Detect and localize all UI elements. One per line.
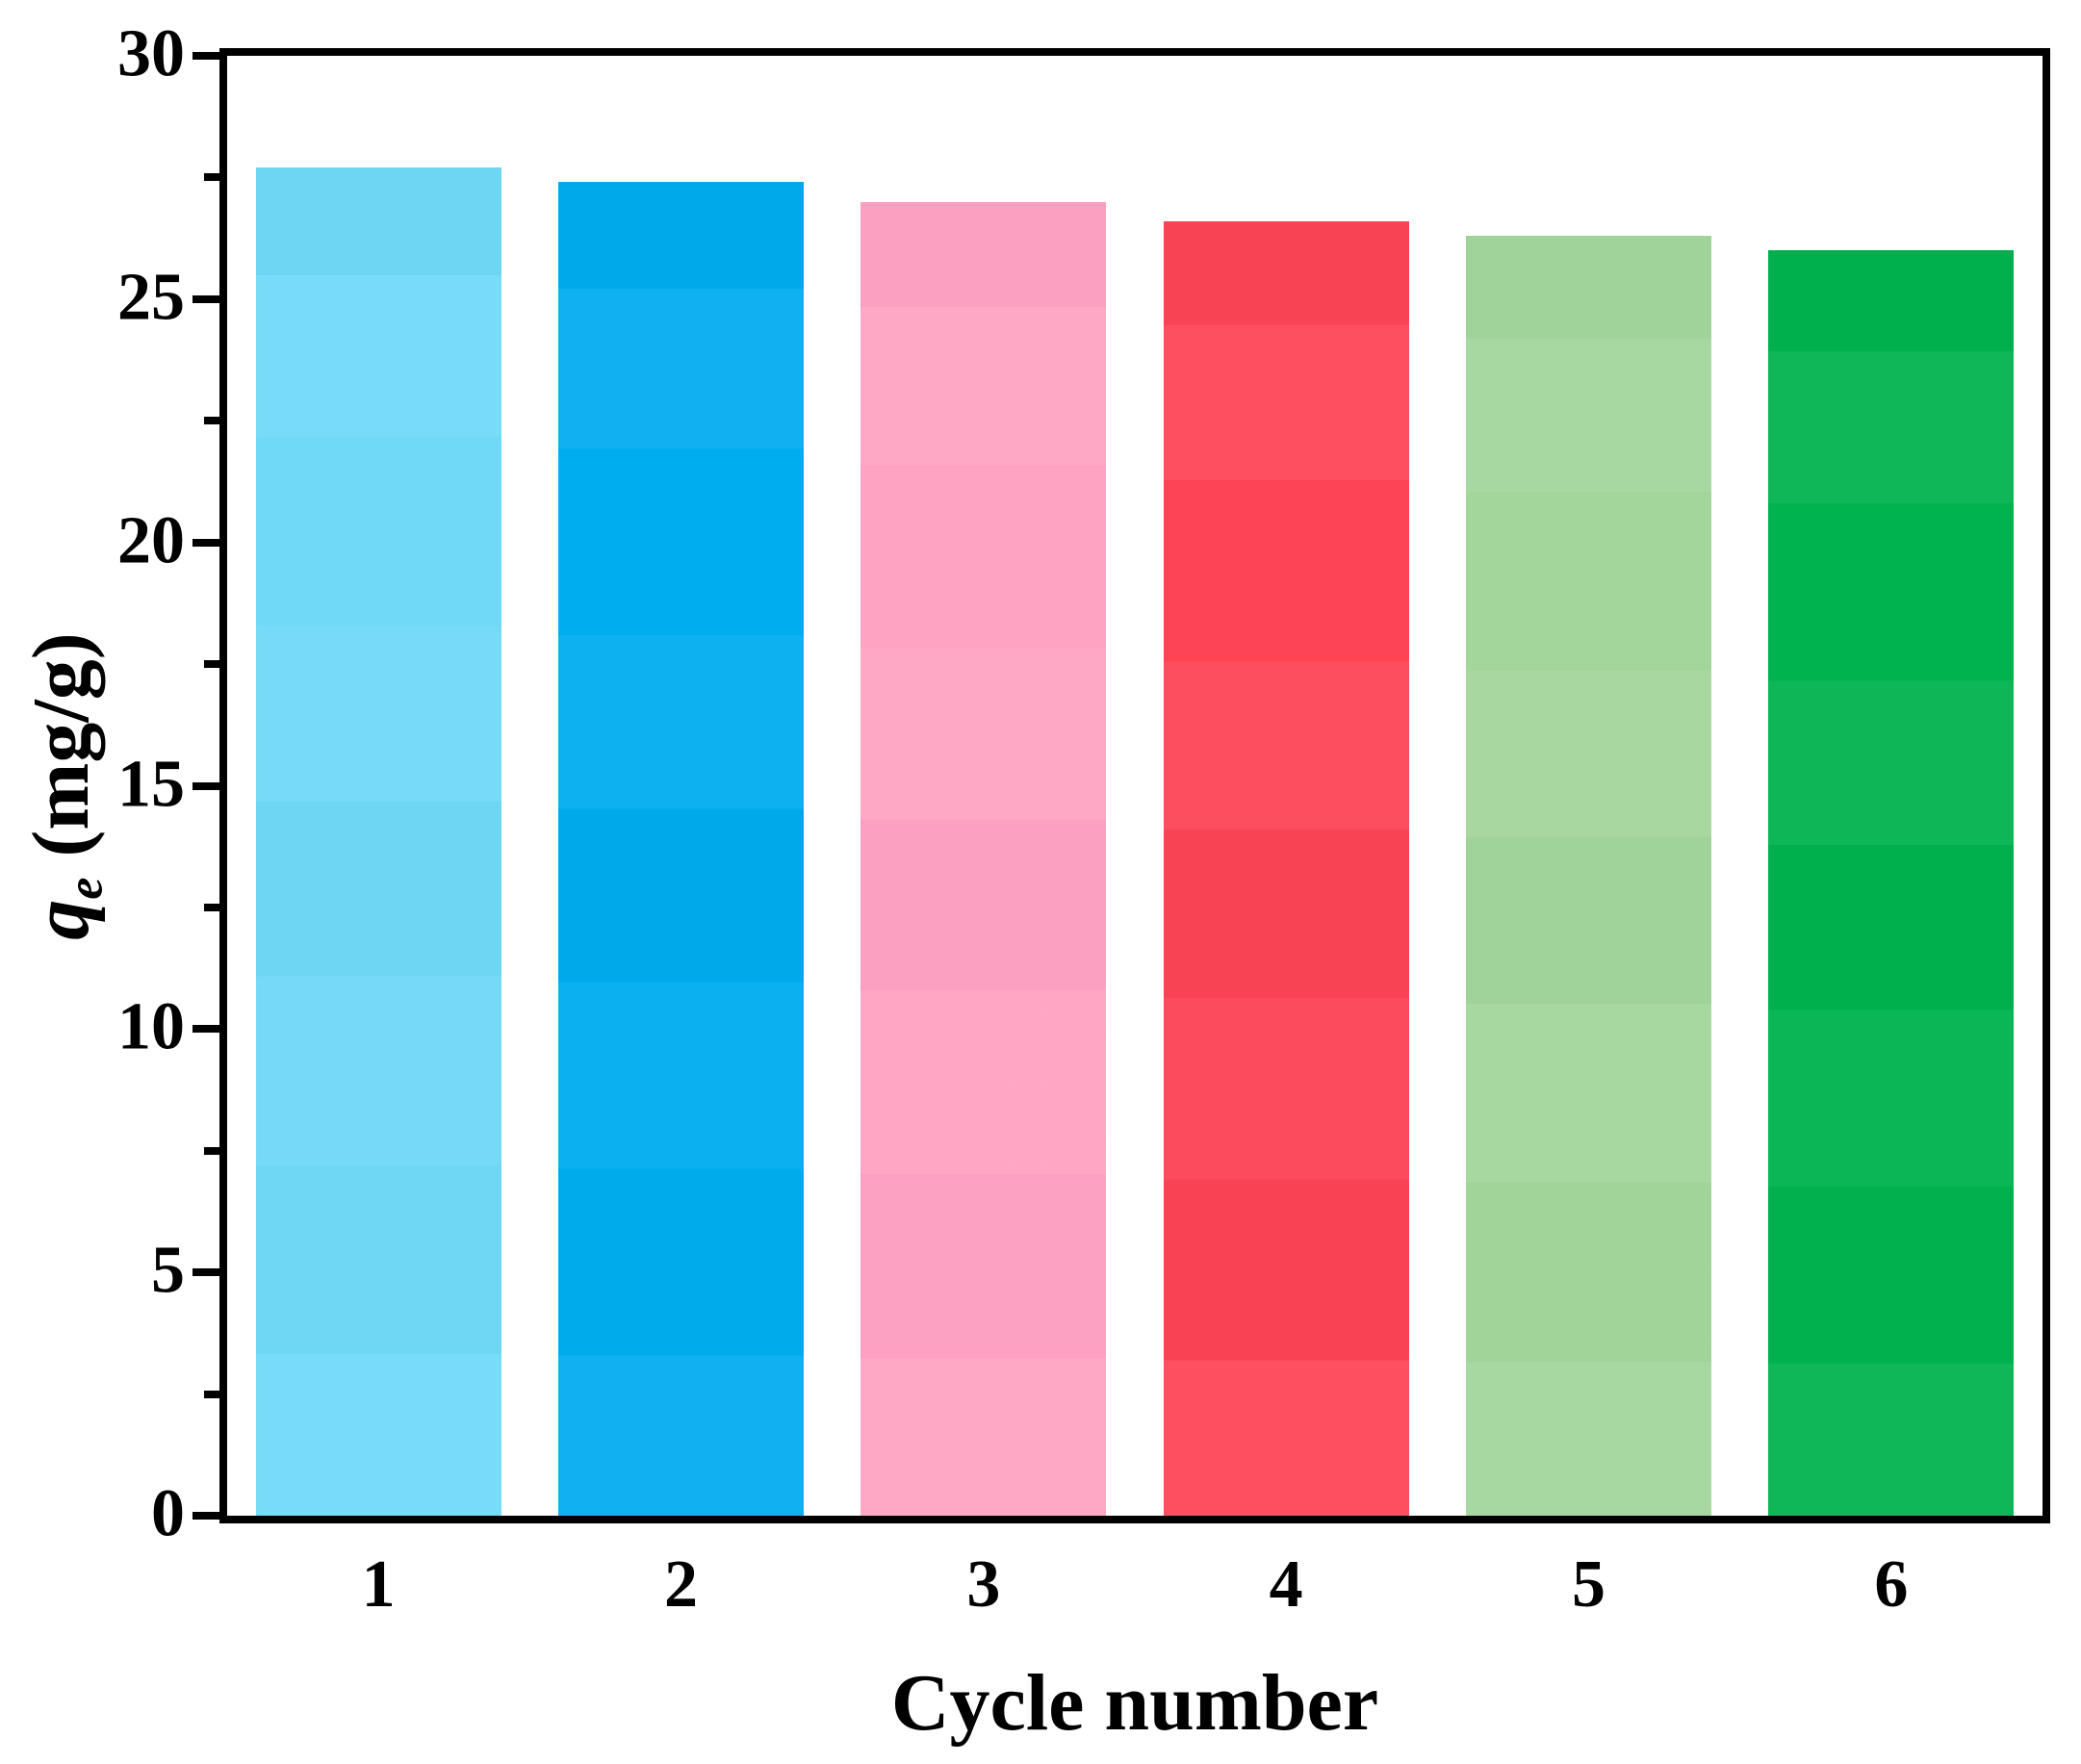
y-tick-label: 25 <box>117 260 185 335</box>
x-tick-label-1: 1 <box>361 1547 396 1622</box>
y-minor-tick <box>204 660 219 669</box>
y-major-tick <box>193 781 219 790</box>
x-tick-label-5: 5 <box>1572 1547 1606 1622</box>
y-tick-label: 15 <box>117 747 185 822</box>
y-major-tick <box>193 294 219 303</box>
x-tick-label-6: 6 <box>1874 1547 1909 1622</box>
y-minor-tick <box>204 417 219 425</box>
y-tick-label: 5 <box>151 1233 185 1308</box>
y-tick-label: 0 <box>151 1476 185 1551</box>
y-major-tick <box>193 52 219 60</box>
y-major-tick <box>193 1268 219 1277</box>
y-axis-title: qe (mg/g) <box>16 632 114 939</box>
y-minor-tick <box>204 1146 219 1155</box>
bars-layer <box>227 56 2042 1516</box>
y-tick-label: 30 <box>117 16 185 91</box>
bar-cycle-2 <box>558 182 804 1516</box>
y-minor-tick <box>204 173 219 182</box>
y-minor-tick <box>204 903 219 911</box>
y-tick-label: 20 <box>117 503 185 578</box>
y-major-tick <box>193 1025 219 1034</box>
x-axis-title: Cycle number <box>890 1658 1379 1748</box>
y-tick-label: 10 <box>117 989 185 1064</box>
y-major-tick <box>193 1512 219 1520</box>
bar-cycle-5 <box>1466 236 1711 1516</box>
bar-cycle-4 <box>1163 220 1409 1516</box>
y-axis-symbol: q <box>16 899 106 940</box>
y-axis-units: (mg/g) <box>16 632 106 878</box>
bar-cycle-1 <box>255 167 501 1516</box>
bar-cycle-6 <box>1768 250 2015 1516</box>
bar-cycle-3 <box>861 201 1107 1516</box>
y-major-tick <box>193 538 219 547</box>
x-tick-label-2: 2 <box>664 1547 698 1622</box>
plot-frame <box>219 48 2050 1523</box>
x-tick-label-3: 3 <box>966 1547 1001 1622</box>
y-minor-tick <box>204 1390 219 1398</box>
y-axis-subscript: e <box>58 877 114 900</box>
x-tick-label-4: 4 <box>1269 1547 1303 1622</box>
